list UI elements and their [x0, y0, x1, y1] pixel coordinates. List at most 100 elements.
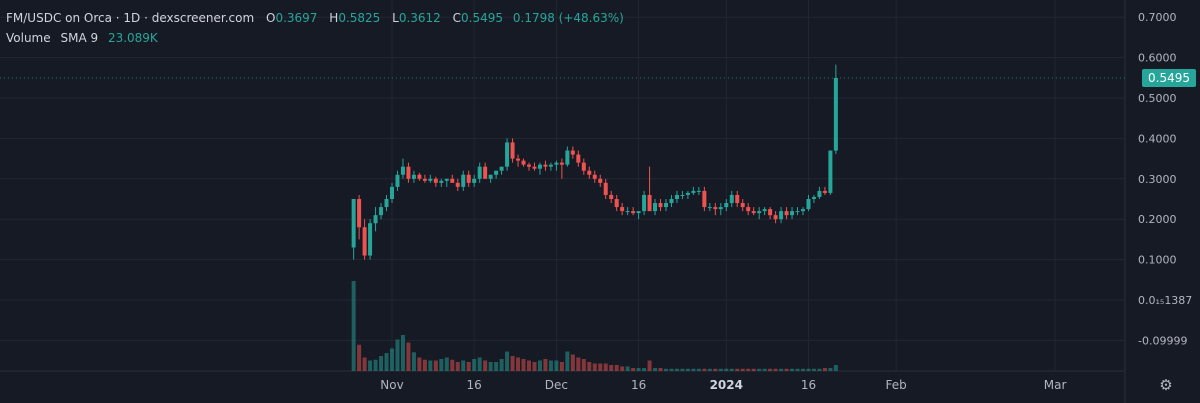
volume-bar	[680, 368, 685, 371]
volume-bar	[472, 359, 477, 371]
candle-body	[784, 211, 789, 216]
candle-body	[543, 164, 548, 167]
volume-bar	[554, 360, 559, 371]
candle-body	[751, 211, 756, 214]
volume-bar	[784, 368, 789, 371]
candle-body	[450, 178, 455, 183]
candle-body	[806, 199, 811, 210]
candle-body	[685, 192, 690, 195]
volume-bar	[581, 359, 586, 371]
volume-bar	[379, 356, 384, 371]
volume-bar	[691, 368, 696, 371]
gear-icon[interactable]: ⚙	[1159, 376, 1173, 394]
candle-body	[620, 207, 625, 212]
close-label: C	[452, 11, 462, 25]
candle-body	[472, 178, 477, 183]
candle-body	[674, 194, 679, 199]
volume-bar	[768, 368, 773, 371]
volume-bar	[532, 362, 537, 371]
candle-body	[455, 182, 460, 187]
candle-body	[811, 196, 816, 199]
volume-bar	[565, 351, 570, 371]
x-tick-label: Nov	[380, 378, 403, 392]
candle-body	[718, 207, 723, 210]
candle-body	[680, 194, 685, 196]
candle-body	[357, 199, 362, 228]
y-tick-label: 0.5000	[1138, 92, 1177, 105]
volume-bar	[521, 359, 526, 371]
candle-body	[499, 166, 504, 171]
change-value: 0.1798 (+48.63%)	[512, 11, 624, 25]
candle-body	[647, 194, 652, 212]
volume-bar	[757, 368, 762, 371]
volume-bar	[669, 368, 674, 371]
candle-body	[390, 186, 394, 199]
candle-body	[729, 194, 734, 204]
volume-bar	[729, 368, 734, 371]
volume-bar	[516, 357, 521, 371]
candle-body	[384, 199, 389, 208]
candle-body	[707, 207, 712, 209]
candle-body	[439, 180, 444, 183]
candle-body	[691, 190, 696, 193]
volume-bar	[833, 365, 838, 371]
candle-body	[768, 209, 773, 216]
x-tick-label: 16	[801, 378, 816, 392]
candle-body	[735, 194, 740, 204]
candle-body	[483, 166, 488, 179]
volume-bar	[685, 368, 690, 371]
last-price-tag: 0.5495	[1142, 69, 1196, 87]
volume-bar	[795, 368, 800, 371]
y-tick-label: 0.1000	[1138, 254, 1177, 267]
candle-body	[466, 174, 471, 183]
candle-body	[422, 178, 427, 181]
candle-body	[373, 215, 378, 224]
volume-bar	[603, 363, 608, 371]
volume-bar	[417, 357, 422, 371]
chart-legend: FM/USDC on Orca · 1D · dexscreener.com O…	[6, 8, 624, 48]
low-label: L	[392, 11, 399, 25]
volume-bar	[707, 368, 712, 371]
candle-body	[488, 174, 493, 179]
volume-bar	[587, 362, 592, 371]
low-value: 0.3612	[398, 11, 441, 25]
volume-bar	[433, 360, 438, 371]
volume-bar	[368, 360, 373, 371]
candle-body	[368, 223, 373, 256]
candle-body	[379, 207, 384, 216]
candle-body	[505, 142, 510, 167]
candle-body	[631, 211, 636, 214]
volume-bar	[406, 342, 411, 371]
y-tick-label: 0.0₁₅1387	[1138, 294, 1192, 307]
volume-bar	[735, 368, 740, 371]
volume-bar	[543, 359, 548, 371]
candle-body	[477, 166, 482, 179]
volume-bar	[373, 359, 378, 371]
candle-body	[614, 199, 619, 208]
volume-bar	[390, 348, 394, 371]
candle-body	[653, 203, 658, 212]
candle-body	[527, 164, 531, 167]
candle-body	[817, 190, 822, 197]
high-value: 0.5825	[338, 11, 381, 25]
volume-bar	[801, 368, 805, 371]
candle-body	[406, 166, 411, 179]
volume-bar	[614, 365, 619, 371]
candle-body	[587, 170, 592, 175]
candle-body	[702, 190, 707, 208]
candle-body	[461, 174, 466, 187]
candle-body	[642, 194, 647, 212]
volume-bar	[773, 368, 778, 371]
volume-bar	[400, 335, 405, 371]
x-tick-label: 16	[467, 378, 482, 392]
volume-bar	[822, 368, 827, 371]
candle-body	[417, 174, 422, 179]
candle-body	[746, 207, 751, 212]
candle-body	[532, 166, 537, 169]
candle-body	[559, 162, 564, 165]
volume-bar	[422, 359, 427, 371]
x-tick-label: 2024	[710, 378, 743, 392]
candle-body	[636, 211, 641, 214]
candle-body	[603, 182, 608, 195]
